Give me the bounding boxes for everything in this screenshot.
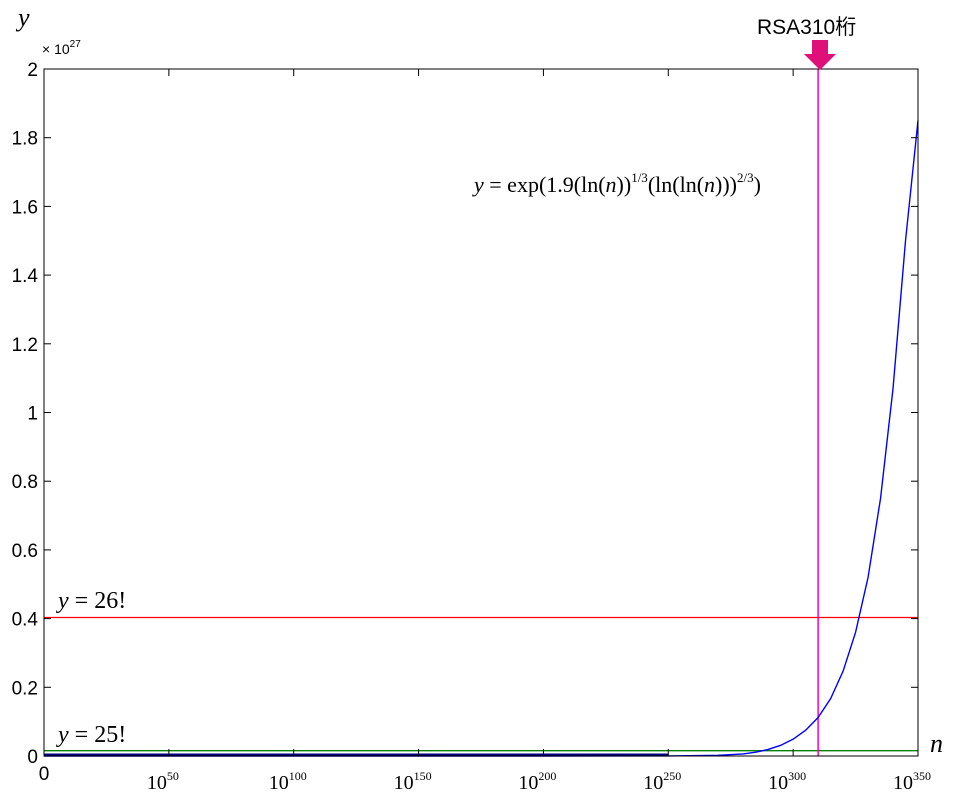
x-tick-base-7: 10	[893, 772, 913, 794]
x-tick-label-2: 10100	[269, 769, 307, 794]
x-axis-label: n	[930, 729, 943, 758]
y-tick-label-6: 1.2	[12, 335, 38, 356]
formula-mid1: ))	[617, 172, 632, 197]
y-multiplier-exponent: 27	[70, 39, 82, 50]
formula-exp2: 2/3	[737, 170, 754, 185]
x-tick-label-7: 10350	[893, 769, 931, 794]
y-tick-label-4: 0.8	[12, 472, 38, 493]
x-tick-label-5: 10250	[643, 769, 681, 794]
x-tick-base-5: 10	[643, 772, 663, 794]
formula-y: y	[472, 172, 484, 197]
hline-label-25-text: = 25!	[69, 722, 127, 748]
x-tick-label-6: 10300	[768, 769, 806, 794]
x-tick-exp-1: 50	[167, 769, 179, 783]
x-tick-base-6: 10	[768, 772, 788, 794]
x-tick-exp-7: 350	[913, 769, 931, 783]
formula-annotation: y = exp(1.9(ln(n))1/3(ln(ln(n)))2/3)	[472, 170, 761, 197]
x-tick-label-1: 1050	[147, 769, 179, 794]
x-tick-exp-6: 300	[788, 769, 806, 783]
ticks-layer	[43, 68, 919, 757]
x-tick-base-3: 10	[394, 772, 414, 794]
formula-exp1: 1/3	[631, 170, 648, 185]
formula-n1: n	[606, 172, 617, 197]
y-tick-label-5: 1	[27, 404, 38, 425]
hline-label-26-var: y	[56, 588, 69, 614]
hline-label-25-var: y	[56, 722, 69, 748]
y-tick-label-7: 1.4	[12, 266, 39, 287]
y-multiplier-base: × 10	[42, 41, 70, 57]
y-tick-label-1: 0.2	[12, 678, 38, 699]
y-tick-label-9: 1.8	[12, 129, 38, 150]
x-tick-base-2: 10	[269, 772, 289, 794]
formula-eq: = exp(1.9(ln(	[484, 172, 606, 197]
formula-n2: n	[704, 172, 715, 197]
x-tick-base-4: 10	[518, 772, 538, 794]
x-tick-label-4: 10200	[518, 769, 556, 794]
y-tick-label-2: 0.4	[12, 610, 39, 631]
x-tick-exp-4: 200	[538, 769, 556, 783]
rsa-label: RSA310桁	[757, 16, 856, 39]
y-tick-label-3: 0.6	[12, 541, 38, 562]
y-multiplier-label: × 1027	[42, 39, 81, 57]
hline-label-25: y = 25!	[56, 722, 126, 748]
formula-mid3: )))	[715, 172, 737, 197]
x-tick-label-3: 10150	[394, 769, 432, 794]
rsa-arrow-icon	[804, 40, 836, 70]
hline-label-26: y = 26!	[56, 588, 126, 614]
y-tick-label-0: 0	[27, 747, 38, 768]
x-tick-exp-3: 150	[414, 769, 432, 783]
x-tick-base-1: 10	[147, 772, 167, 794]
formula-mid2: (ln(ln(	[648, 172, 704, 197]
x-tick-exp-5: 250	[663, 769, 681, 783]
x-tick-exp-2: 100	[289, 769, 307, 783]
y-tick-label-10: 2	[27, 60, 38, 81]
formula-end: )	[754, 172, 761, 197]
x-tick-label-0: 0	[39, 764, 50, 785]
y-axis-label: y	[15, 3, 30, 32]
marks-layer: 00.20.40.60.811.21.41.61.820 1050 10100 101…	[12, 60, 931, 794]
y-tick-label-8: 1.6	[12, 197, 38, 218]
hline-label-26-text: = 26!	[69, 588, 127, 614]
